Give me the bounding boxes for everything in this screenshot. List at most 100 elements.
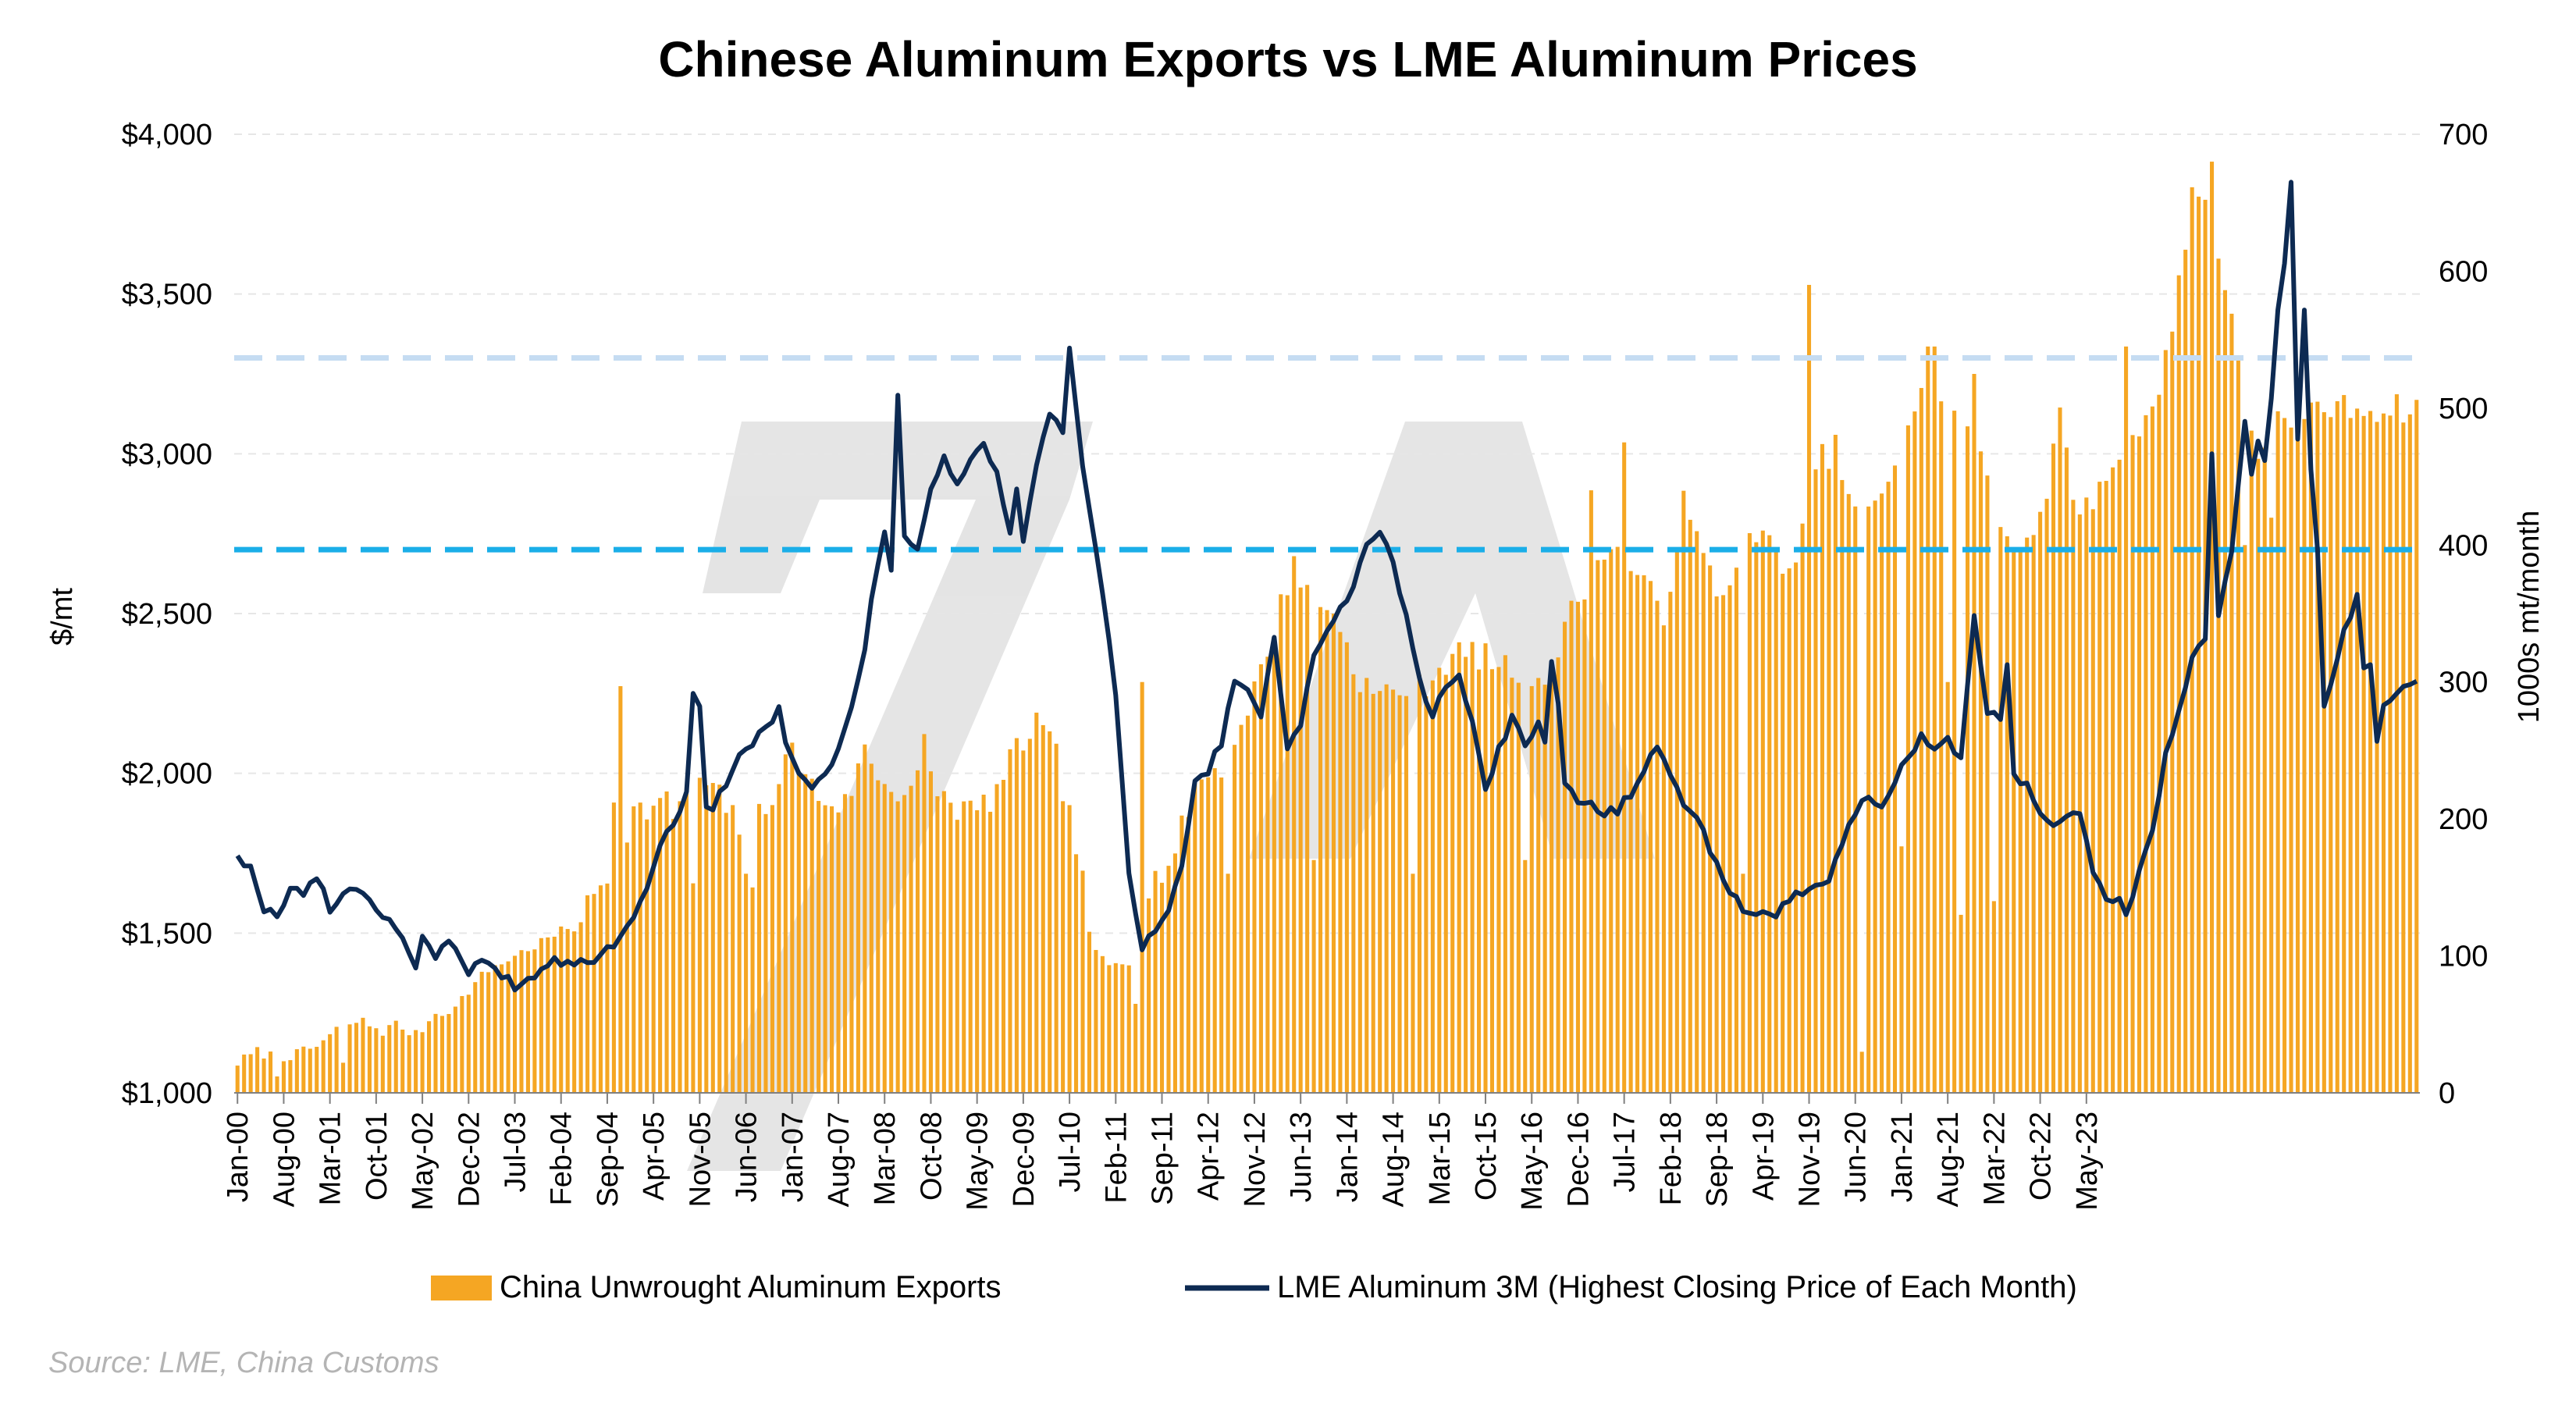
lme-price-line	[235, 180, 2418, 993]
export-bar	[651, 806, 656, 1093]
x-tick-label: Oct-22	[2025, 1112, 2058, 1201]
export-bar	[2308, 402, 2313, 1093]
export-bar	[1311, 859, 1316, 1093]
export-bar	[2097, 482, 2102, 1093]
export-bar	[460, 996, 464, 1093]
export-bar	[658, 798, 663, 1093]
x-tick-label: Aug-21	[1932, 1112, 1965, 1208]
export-bar	[1774, 550, 1778, 1093]
export-bar	[1153, 870, 1158, 1093]
export-bar	[1827, 468, 1831, 1093]
export-bar	[1338, 632, 1343, 1093]
export-bar	[1596, 560, 1600, 1093]
export-bar	[1483, 643, 1488, 1093]
export-bar	[414, 1030, 418, 1093]
export-bar	[1233, 745, 1237, 1093]
x-tick-label: Aug-14	[1378, 1112, 1411, 1208]
y-tick-label-right: 600	[2439, 255, 2488, 288]
export-bar	[1681, 490, 1686, 1093]
export-bar	[525, 951, 530, 1093]
export-bar	[2111, 467, 2115, 1093]
export-bar	[1781, 573, 1785, 1093]
export-bar	[2084, 497, 2089, 1093]
export-bar	[1258, 664, 1263, 1093]
export-bar	[849, 795, 854, 1093]
x-tick-label: Jul-03	[500, 1112, 532, 1193]
export-bar	[512, 955, 518, 1093]
export-bar	[1635, 575, 1640, 1093]
export-bar	[315, 1047, 319, 1093]
export-bar	[268, 1051, 273, 1093]
export-bar	[1087, 931, 1092, 1093]
export-bar	[1978, 451, 1983, 1093]
x-tick-label: May-16	[1516, 1112, 1549, 1211]
export-bar	[1708, 565, 1713, 1093]
x-tick-label: Jan-00	[222, 1112, 254, 1202]
export-bar	[1747, 533, 1752, 1093]
export-bar	[948, 802, 953, 1093]
export-bar	[585, 895, 590, 1093]
export-bar	[1496, 667, 1501, 1093]
export-bar	[1873, 500, 1877, 1093]
export-bar	[1318, 607, 1323, 1093]
export-bar	[2262, 447, 2267, 1093]
export-bar	[1695, 531, 1699, 1093]
export-bar	[1331, 614, 1336, 1093]
legend: China Unwrought Aluminum Exports LME Alu…	[431, 1270, 2077, 1304]
export-bar	[2183, 249, 2188, 1093]
export-bar	[1100, 955, 1105, 1093]
export-bar	[1886, 482, 1891, 1093]
export-bar	[1179, 815, 1184, 1093]
export-bar	[1939, 401, 1944, 1093]
export-bar	[1589, 490, 1593, 1093]
export-bar	[882, 784, 887, 1093]
export-bar	[1074, 854, 1079, 1093]
x-tick-label: Nov-19	[1794, 1112, 1827, 1208]
export-bar	[1159, 882, 1165, 1093]
export-bar	[2051, 443, 2056, 1093]
export-bar	[552, 936, 557, 1093]
export-bar	[1378, 691, 1382, 1093]
export-bar	[439, 1016, 445, 1093]
export-bar	[2222, 290, 2227, 1093]
export-bar	[2216, 258, 2221, 1094]
export-bar	[1899, 846, 1904, 1093]
export-bar	[1437, 667, 1442, 1093]
export-bar	[817, 801, 821, 1093]
export-bar	[605, 883, 610, 1093]
export-bar	[724, 813, 728, 1093]
y-tick-label-right: 0	[2439, 1077, 2455, 1110]
export-bar	[717, 785, 722, 1093]
export-bar	[1688, 519, 1692, 1093]
x-tick-label: May-02	[407, 1112, 439, 1211]
export-bar	[803, 774, 808, 1093]
x-tick-label: Feb-18	[1655, 1112, 1688, 1205]
export-bar	[453, 1006, 457, 1093]
export-bar	[1741, 874, 1745, 1093]
export-bar	[1292, 556, 1297, 1093]
export-bar	[2269, 518, 2274, 1093]
export-bar	[1107, 965, 1112, 1093]
export-bar	[1239, 724, 1244, 1093]
export-bar	[1562, 621, 1567, 1093]
export-bar	[2414, 400, 2419, 1093]
export-bar	[2071, 500, 2076, 1093]
x-tick-label: Aug-00	[268, 1112, 301, 1208]
export-bar	[2388, 415, 2393, 1093]
export-bar	[1206, 777, 1211, 1093]
y-tick-label-right: 300	[2439, 667, 2488, 699]
export-bar	[2348, 418, 2353, 1093]
export-bar	[341, 1062, 346, 1093]
y-tick-label-left: $3,000	[122, 438, 212, 471]
export-bar	[1655, 600, 1660, 1093]
export-bar	[301, 1046, 306, 1093]
export-bar	[1575, 601, 1580, 1093]
export-bar	[915, 770, 920, 1093]
export-bar	[1674, 550, 1679, 1093]
export-bar	[1767, 535, 1772, 1093]
export-bar	[2322, 412, 2326, 1093]
export-bar	[1357, 692, 1362, 1093]
export-bar	[1945, 681, 1950, 1093]
